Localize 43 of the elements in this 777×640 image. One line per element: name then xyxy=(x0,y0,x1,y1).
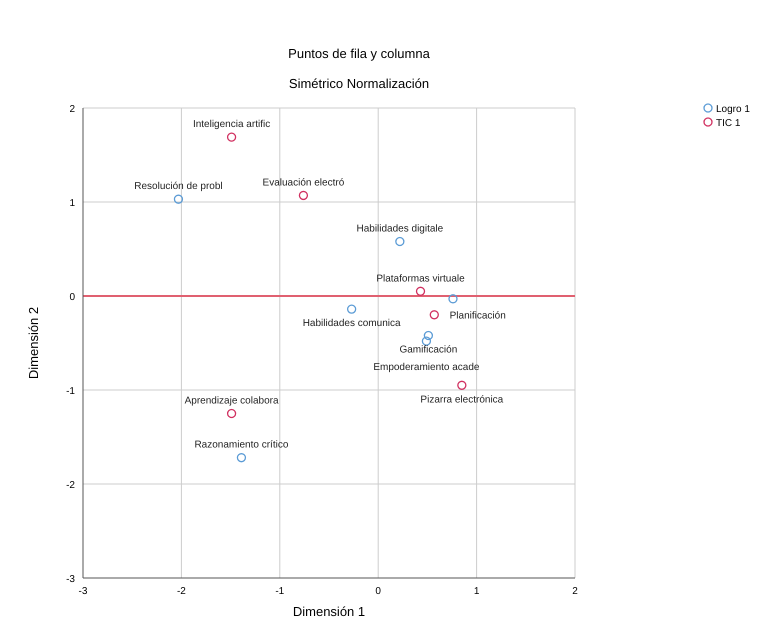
chart-subtitle: Simétrico Normalización xyxy=(288,76,430,91)
point xyxy=(395,236,404,246)
point xyxy=(430,310,439,320)
point xyxy=(174,194,184,204)
y-tick-label: 0 xyxy=(69,292,76,303)
y-tick-label: -3 xyxy=(66,574,76,585)
annotation: Razonamiento crítico xyxy=(194,440,289,451)
x-tick-label: -3 xyxy=(78,586,88,597)
annotation: Aprendizaje colabora xyxy=(184,396,279,406)
annotation: Habilidades digitale xyxy=(356,223,444,234)
point xyxy=(424,330,434,340)
y-tick-label: 2 xyxy=(69,104,76,115)
annotation: Resolución de probl xyxy=(134,181,223,192)
point xyxy=(422,336,432,346)
annotation: Habilidades comunica xyxy=(302,318,401,330)
point xyxy=(298,190,308,200)
point xyxy=(236,453,246,462)
point xyxy=(457,380,466,390)
x-tick-label: 1 xyxy=(474,586,480,597)
annotation: Plataformas virtuale xyxy=(376,273,466,284)
y-axis-title: Dimensión 2 xyxy=(26,306,41,380)
y-tick-label: 1 xyxy=(69,198,76,209)
point xyxy=(346,304,356,314)
annotation: Empoderamiento acade xyxy=(373,362,480,374)
annotation: Gamificación xyxy=(399,344,458,356)
point xyxy=(226,132,236,142)
x-tick-label: 2 xyxy=(572,586,578,597)
annotation: Evaluación electró xyxy=(262,177,345,188)
x-tick-label: 0 xyxy=(375,586,382,597)
point xyxy=(416,286,426,296)
chart-title: Puntos de fila y columna xyxy=(288,46,431,61)
x-tick-label: -1 xyxy=(275,586,285,597)
annotation: Inteligencia artific xyxy=(192,119,270,130)
y-tick-label: -1 xyxy=(66,386,76,397)
y-tick-label: -2 xyxy=(66,480,76,491)
legend-label: TIC 1 xyxy=(716,118,741,129)
point xyxy=(226,408,236,418)
point xyxy=(448,294,458,304)
x-tick-label: -2 xyxy=(176,586,186,597)
annotation: Planificación xyxy=(450,310,506,322)
annotation: Pizarra electrónica xyxy=(420,394,504,406)
x-axis-title: Dimensión 1 xyxy=(292,604,366,619)
legend-label: Logro 1 xyxy=(716,104,750,115)
